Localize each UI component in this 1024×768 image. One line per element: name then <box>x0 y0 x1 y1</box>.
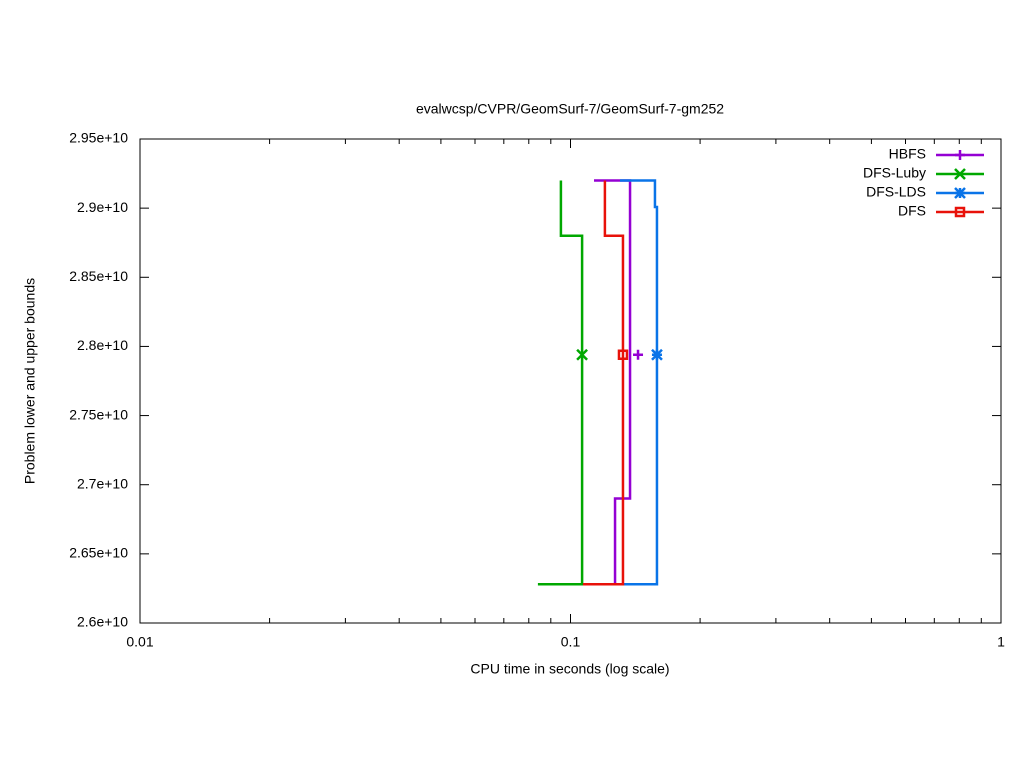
legend-label: HBFS <box>889 146 926 162</box>
legend-label: DFS <box>898 203 926 219</box>
series-line <box>582 180 625 586</box>
x-axis-label: CPU time in seconds (log scale) <box>470 661 669 677</box>
y-tick-label: 2.85e+10 <box>69 268 128 284</box>
x-tick-label: 1 <box>997 634 1005 650</box>
legend-label: DFS-Luby <box>863 165 926 181</box>
marker <box>633 349 644 360</box>
marker <box>576 348 588 361</box>
marker <box>954 187 966 199</box>
x-tick-label: 0.01 <box>126 634 153 650</box>
y-tick-label: 2.65e+10 <box>69 545 128 561</box>
marker <box>617 349 629 360</box>
marker <box>954 168 966 180</box>
series-line <box>537 180 584 586</box>
marker <box>955 150 965 160</box>
x-tick-label: 0.1 <box>561 634 581 650</box>
marker <box>651 348 663 361</box>
series-line <box>619 179 659 586</box>
chart-title: evalwcsp/CVPR/GeomSurf-7/GeomSurf-7-gm25… <box>416 101 724 117</box>
y-tick-label: 2.7e+10 <box>77 475 128 491</box>
y-tick-label: 2.6e+10 <box>77 614 128 630</box>
y-tick-label: 2.9e+10 <box>77 199 128 215</box>
y-tick-label: 2.8e+10 <box>77 337 128 353</box>
y-tick-label: 2.95e+10 <box>69 130 128 146</box>
marker <box>954 206 966 218</box>
legend-label: DFS-LDS <box>866 184 926 200</box>
y-tick-label: 2.75e+10 <box>69 406 128 422</box>
y-axis-label: Problem lower and upper bounds <box>22 278 38 484</box>
